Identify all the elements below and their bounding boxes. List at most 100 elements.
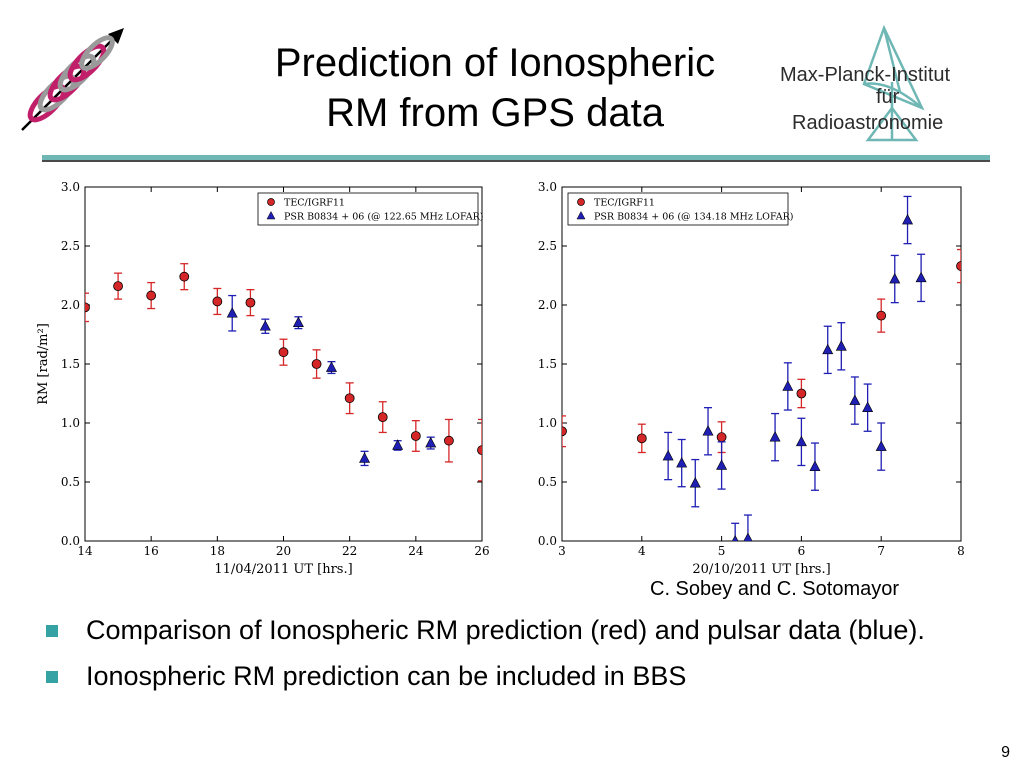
x-tick-label: 22 — [342, 544, 357, 558]
x-tick-label: 26 — [474, 544, 489, 558]
legend-label: PSR B0834 + 06 (@ 122.65 MHz LOFAR) — [284, 212, 483, 223]
x-axis-label: 20/10/2011 UT [hrs.] — [692, 562, 830, 577]
bullet-item: Ionospheric RM prediction can be include… — [44, 658, 984, 694]
data-point-circle — [278, 347, 289, 358]
data-point-triangle — [809, 460, 821, 471]
mpifr-text-line3: Radioastronomie — [792, 112, 944, 134]
data-point-triangle — [822, 343, 834, 355]
title-divider — [42, 155, 990, 160]
y-tick-label: 0.0 — [61, 534, 80, 548]
data-point-triangle — [325, 361, 337, 372]
data-point-triangle — [902, 213, 914, 225]
data-point-triangle — [259, 320, 271, 331]
data-point-triangle — [226, 307, 238, 318]
y-tick-label: 0.5 — [61, 475, 80, 489]
data-point-triangle — [875, 440, 887, 451]
data-point-triangle — [769, 431, 781, 442]
data-point-circle — [477, 445, 482, 456]
legend: TEC/IGRF11 PSR B0834 + 06 (@ 122.65 MHz L… — [257, 192, 483, 226]
x-tick-label: 8 — [957, 544, 965, 558]
data-point-circle — [113, 281, 123, 292]
data-point-triangle — [862, 401, 874, 412]
data-point-triangle — [835, 340, 847, 351]
legend-marker-circle — [577, 198, 585, 206]
page-number: 9 — [1001, 744, 1010, 761]
slide-title: Prediction of Ionospheric RM from GPS da… — [190, 38, 800, 138]
data-point-circle — [562, 426, 567, 437]
slide-title-line1: Prediction of Ionospheric — [274, 41, 716, 85]
data-point-circle — [410, 431, 421, 441]
y-tick-label: 3.0 — [538, 180, 557, 194]
bullet-item: Comparison of Ionospheric RM prediction … — [44, 612, 984, 648]
data-point-circle — [146, 290, 157, 301]
y-tick-label: 2.5 — [538, 239, 557, 253]
data-point-circle — [876, 310, 887, 321]
y-axis-label: RM [rad/m²] — [36, 323, 51, 405]
title-divider-shadow — [42, 160, 990, 162]
x-tick-label: 24 — [408, 544, 424, 558]
x-tick-label: 20 — [276, 544, 291, 558]
data-point-triangle — [889, 272, 901, 284]
data-point-triangle — [359, 452, 371, 463]
legend-label: TEC/IGRF11 — [594, 198, 655, 209]
data-point-circle — [796, 388, 807, 399]
data-point-circle — [956, 261, 961, 271]
legend-marker-triangle — [576, 210, 586, 220]
x-axis-label: 11/04/2011 UT [hrs.] — [214, 562, 352, 577]
mpifr-telescope-icon — [862, 24, 925, 142]
data-point-triangle — [392, 439, 404, 450]
x-tick-label: 6 — [798, 544, 806, 558]
y-tick-label: 2.0 — [538, 298, 557, 312]
x-tick-label: 16 — [144, 544, 159, 558]
data-point-circle — [377, 412, 388, 423]
y-tick-label: 2.5 — [61, 239, 80, 253]
plot-data — [85, 263, 482, 482]
bullet-square-icon — [46, 625, 58, 637]
data-point-triangle — [849, 394, 861, 405]
data-point-circle — [444, 435, 454, 446]
data-point-triangle — [795, 435, 807, 447]
x-tick-label: 18 — [210, 544, 225, 558]
data-point-circle — [716, 432, 727, 443]
right-rm-chart: 0.0 0.5 1.0 1.5 2.0 2.5 3.0 3 4 5 6 7 8 20/10/2011 UT… — [538, 180, 965, 577]
bullet-text: Ionospheric RM prediction can be include… — [86, 661, 687, 691]
x-tick-label: 14 — [77, 544, 93, 558]
legend-marker-circle — [267, 198, 275, 206]
figure-credit: C. Sobey and C. Sotomayor — [650, 578, 900, 600]
mpifr-logo: Max-Planck-Institut für Radioastronomie — [772, 22, 1012, 142]
data-point-triangle — [716, 459, 728, 470]
legend: TEC/IGRF11 PSR B0834 + 06 (@ 134.18 MHz L… — [567, 192, 793, 226]
data-point-triangle — [731, 534, 739, 541]
data-point-triangle — [662, 449, 674, 461]
y-tick-label: 0.0 — [538, 534, 557, 548]
data-point-triangle — [425, 436, 437, 448]
data-point-circle — [179, 271, 190, 282]
data-point-circle — [344, 393, 355, 404]
y-tick-label: 0.5 — [538, 475, 557, 489]
left-rm-chart: 0.0 0.5 1.0 1.5 2.0 2.5 3.0 14 16 18 20 22 24 26 11/04… — [36, 180, 490, 577]
y-tick-label: 3.0 — [61, 180, 80, 194]
data-point-circle — [245, 297, 256, 308]
legend-box — [257, 192, 479, 226]
plot-data — [562, 195, 961, 541]
legend-label: TEC/IGRF11 — [284, 198, 345, 209]
mpifr-text-line2: für — [876, 86, 900, 108]
x-tick-label: 4 — [638, 544, 646, 558]
legend-marker-triangle — [266, 210, 276, 220]
data-point-circle — [311, 359, 322, 369]
data-point-circle — [636, 433, 647, 444]
y-tick-label: 2.0 — [61, 298, 80, 312]
data-point-triangle — [689, 477, 701, 488]
data-point-triangle — [676, 456, 688, 468]
data-point-triangle — [743, 532, 753, 541]
bullet-list: Comparison of Ionospheric RM prediction … — [44, 612, 984, 704]
data-point-triangle — [292, 316, 304, 327]
x-tick-label: 5 — [718, 544, 726, 558]
y-tick-label: 1.0 — [61, 416, 80, 430]
x-tick-label: 7 — [877, 544, 885, 558]
data-point-triangle — [702, 425, 714, 436]
bullet-text: Comparison of Ionospheric RM prediction … — [86, 615, 925, 645]
data-point-circle — [85, 302, 90, 313]
helix-logo-icon — [21, 28, 124, 131]
y-tick-label: 1.5 — [538, 357, 557, 371]
